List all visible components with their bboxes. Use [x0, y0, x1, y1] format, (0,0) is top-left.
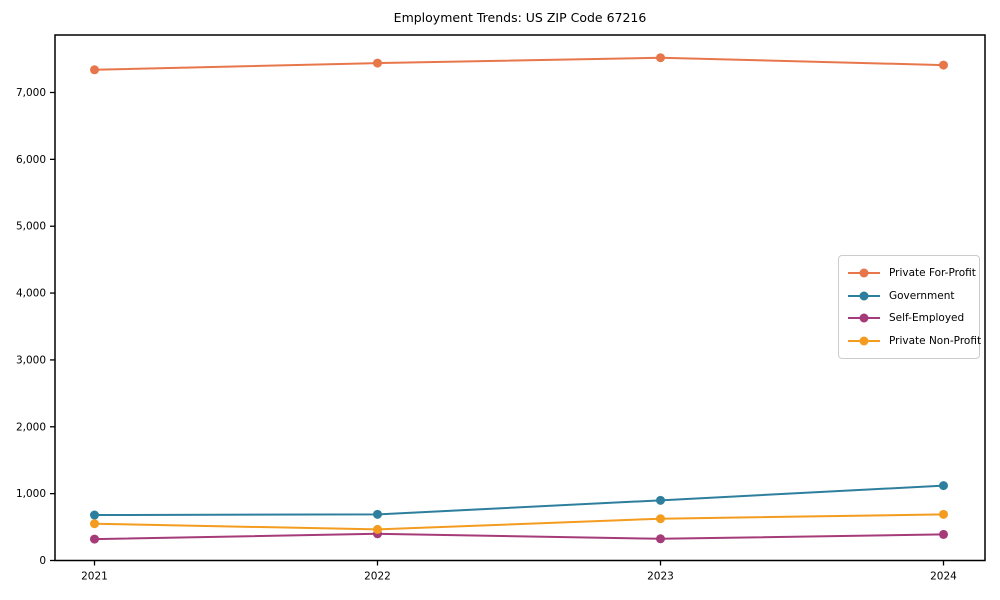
y-tick-label: 1,000 [16, 488, 46, 500]
data-point-government [656, 495, 665, 505]
legend-item-government: Government [847, 285, 971, 308]
legend-marker-private-for-profit [848, 268, 880, 278]
data-point-government [373, 509, 382, 519]
data-point-private-for-profit [656, 53, 665, 63]
data-point-self-employed [90, 534, 99, 544]
y-tick-label: 4,000 [16, 288, 46, 300]
series-line-private-non-profit [94, 513, 944, 531]
x-tick-label: 2021 [81, 571, 108, 583]
legend-item-private-non-profit: Private Non-Profit [847, 330, 981, 353]
x-tick-label: 2023 [647, 571, 674, 583]
data-point-private-non-profit [656, 514, 665, 524]
x-tick-label: 2022 [364, 571, 391, 583]
data-point-government [90, 510, 99, 520]
data-point-private-non-profit [90, 519, 99, 529]
data-point-self-employed [656, 534, 665, 544]
series-line-private-for-profit [94, 56, 944, 71]
legend-item-private-for-profit: Private For-Profit [847, 262, 976, 285]
legend-marker-government [848, 291, 880, 301]
y-tick-label: 2,000 [16, 421, 46, 433]
data-point-private-for-profit [939, 60, 948, 70]
series-line-government [94, 484, 944, 517]
legend-item-self-employed: Self-Employed [847, 307, 971, 330]
x-tick-label: 2024 [930, 571, 957, 583]
data-point-private-for-profit [373, 58, 382, 68]
legend-label: Government [889, 289, 955, 302]
data-point-private-non-profit [939, 509, 948, 519]
series-line-self-employed [94, 532, 944, 541]
chart-title: Employment Trends: US ZIP Code 67216 [393, 10, 647, 25]
legend-label: Private For-Profit [889, 267, 976, 280]
data-point-private-for-profit [90, 65, 99, 75]
data-point-government [939, 481, 948, 491]
legend-marker-private-non-profit [848, 336, 880, 346]
legend-label: Private Non-Profit [889, 334, 982, 347]
legend-label: Self-Employed [889, 312, 965, 325]
y-tick-label: 6,000 [16, 154, 46, 166]
legend: Private For-Profit Government Self-Emplo… [838, 255, 981, 359]
data-point-private-non-profit [373, 524, 382, 534]
y-tick-label: 7,000 [16, 87, 46, 99]
y-tick-label: 5,000 [16, 221, 46, 233]
plot-border [54, 34, 986, 562]
legend-marker-self-employed [848, 313, 880, 323]
y-tick-label: 0 [39, 555, 46, 567]
y-tick-label: 3,000 [16, 354, 46, 366]
data-point-self-employed [939, 529, 948, 539]
